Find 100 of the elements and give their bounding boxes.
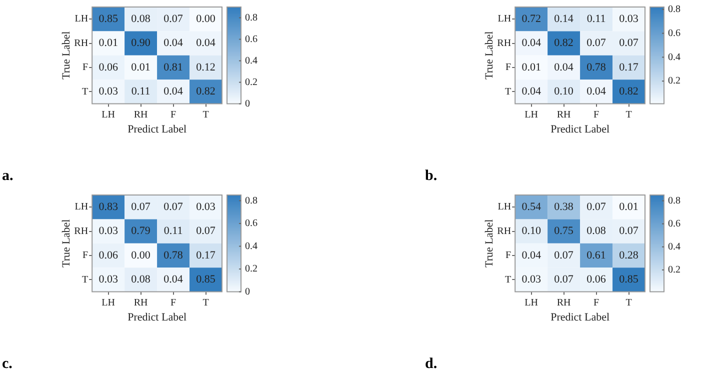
color-bar-label: 0: [245, 98, 250, 110]
data-label: 0.17: [196, 249, 216, 262]
data-label: 0.79: [131, 225, 151, 238]
y-tick-label: F: [506, 62, 512, 74]
color-bar-label: 0.8: [245, 12, 258, 24]
y-tick-label: RH: [497, 226, 512, 237]
x-tick-label: LH: [524, 109, 538, 120]
data-label: 0.00: [196, 12, 216, 25]
x-axis-title: Predict Label: [550, 311, 610, 324]
y-tick-label: F: [82, 250, 89, 262]
y-tick-label: T: [504, 274, 512, 286]
y-tick-label: LH: [498, 14, 512, 25]
data-label: 0.04: [522, 249, 542, 262]
data-label: 0.04: [196, 37, 216, 50]
text: a.: [2, 168, 14, 185]
x-tick-label: T: [626, 297, 632, 308]
data-label: 0.01: [522, 61, 541, 74]
color-bar-label: 0: [245, 286, 250, 298]
y-tick-label: RH: [497, 38, 512, 49]
data-label: 0.04: [164, 37, 184, 50]
data-label: 0.03: [98, 274, 118, 286]
x-axis-title: Predict Label: [128, 123, 187, 136]
data-label: 0.11: [131, 86, 150, 98]
y-axis-title: True Label: [60, 219, 72, 268]
x-tick-label: RH: [556, 109, 571, 120]
text: b.: [425, 168, 438, 185]
data-label: 0.82: [196, 86, 216, 98]
data-label: 0.03: [98, 86, 118, 98]
color-bar-label: 0.4: [668, 241, 680, 252]
data-label: 0.07: [619, 225, 639, 238]
data-label: 0.01: [619, 200, 638, 213]
data-label: 0.82: [619, 86, 638, 98]
data-label: 0.07: [554, 249, 574, 262]
x-tick-label: LH: [102, 109, 115, 120]
x-tick-label: T: [202, 109, 209, 120]
data-label: 0.10: [522, 225, 542, 238]
data-label: 0.11: [586, 12, 606, 25]
data-label: 0.28: [619, 249, 639, 262]
data-label: 0.07: [554, 274, 574, 286]
x-tick-label: LH: [102, 297, 115, 308]
data-label: 0.04: [164, 274, 184, 286]
data-label: 0.14: [554, 12, 574, 25]
data-label: 0.83: [98, 200, 118, 213]
data-label: 0.75: [554, 225, 574, 238]
data-label: 0.82: [554, 37, 574, 50]
data-label: 0.85: [196, 274, 216, 286]
color-bar-label: 0.6: [668, 28, 680, 39]
data-label: 0.03: [619, 12, 639, 25]
data-label: 0.03: [98, 225, 118, 238]
color-bar-label: 0.8: [245, 195, 258, 206]
data-label: 0.07: [196, 225, 216, 238]
x-tick-label: F: [170, 297, 177, 308]
data-label: 0.01: [131, 61, 150, 74]
color-bar-label: 0.8: [668, 195, 680, 206]
text: c.: [2, 356, 12, 373]
data-label: 0.06: [98, 61, 118, 74]
data-label: 0.38: [554, 200, 574, 213]
data-label: 0.07: [164, 12, 184, 25]
color-bar-label: 0.2: [668, 76, 680, 87]
data-label: 0.04: [554, 61, 574, 74]
x-tick-label: T: [202, 297, 209, 308]
data-label: 0.78: [164, 249, 184, 262]
data-label: 0.17: [619, 61, 639, 74]
x-tick-label: F: [170, 109, 177, 120]
data-label: 0.61: [586, 249, 606, 262]
y-axis-title: True Label: [60, 31, 72, 80]
y-tick-label: LH: [498, 202, 512, 213]
x-tick-label: RH: [134, 109, 148, 120]
data-label: 0.85: [619, 274, 639, 286]
y-axis-title: True Label: [483, 31, 496, 80]
data-label: 0.03: [196, 200, 216, 213]
x-axis-title: Predict Label: [128, 311, 187, 324]
data-label: 0.04: [586, 86, 606, 98]
data-label: 0.06: [586, 274, 606, 286]
data-label: 0.08: [131, 12, 151, 25]
color-bar-label: 0.4: [245, 240, 258, 252]
x-tick-label: F: [594, 297, 600, 308]
data-label: 0.06: [98, 249, 118, 262]
data-label: 0.07: [586, 200, 606, 213]
data-label: 0.07: [619, 37, 639, 50]
x-tick-label: RH: [134, 297, 148, 308]
data-label: 0.54: [522, 200, 542, 213]
data-label: 0.08: [586, 225, 606, 238]
data-label: 0.90: [131, 37, 151, 50]
y-tick-label: RH: [74, 38, 88, 49]
data-label: 0.81: [164, 61, 183, 74]
x-tick-label: RH: [556, 297, 571, 308]
data-label: 0.08: [131, 274, 151, 286]
data-label: 0.04: [522, 37, 542, 50]
y-tick-label: LH: [74, 202, 88, 213]
y-tick-label: RH: [74, 226, 88, 237]
x-tick-label: LH: [524, 297, 538, 308]
data-label: 0.04: [164, 86, 184, 98]
data-label: 0.07: [164, 200, 184, 213]
data-label: 0.04: [522, 86, 542, 98]
text: d.: [425, 356, 438, 373]
color-bar-label: 0.2: [245, 76, 258, 88]
data-label: 0.03: [522, 274, 542, 286]
data-label: 0.07: [586, 37, 606, 50]
data-label: 0.01: [98, 37, 118, 50]
